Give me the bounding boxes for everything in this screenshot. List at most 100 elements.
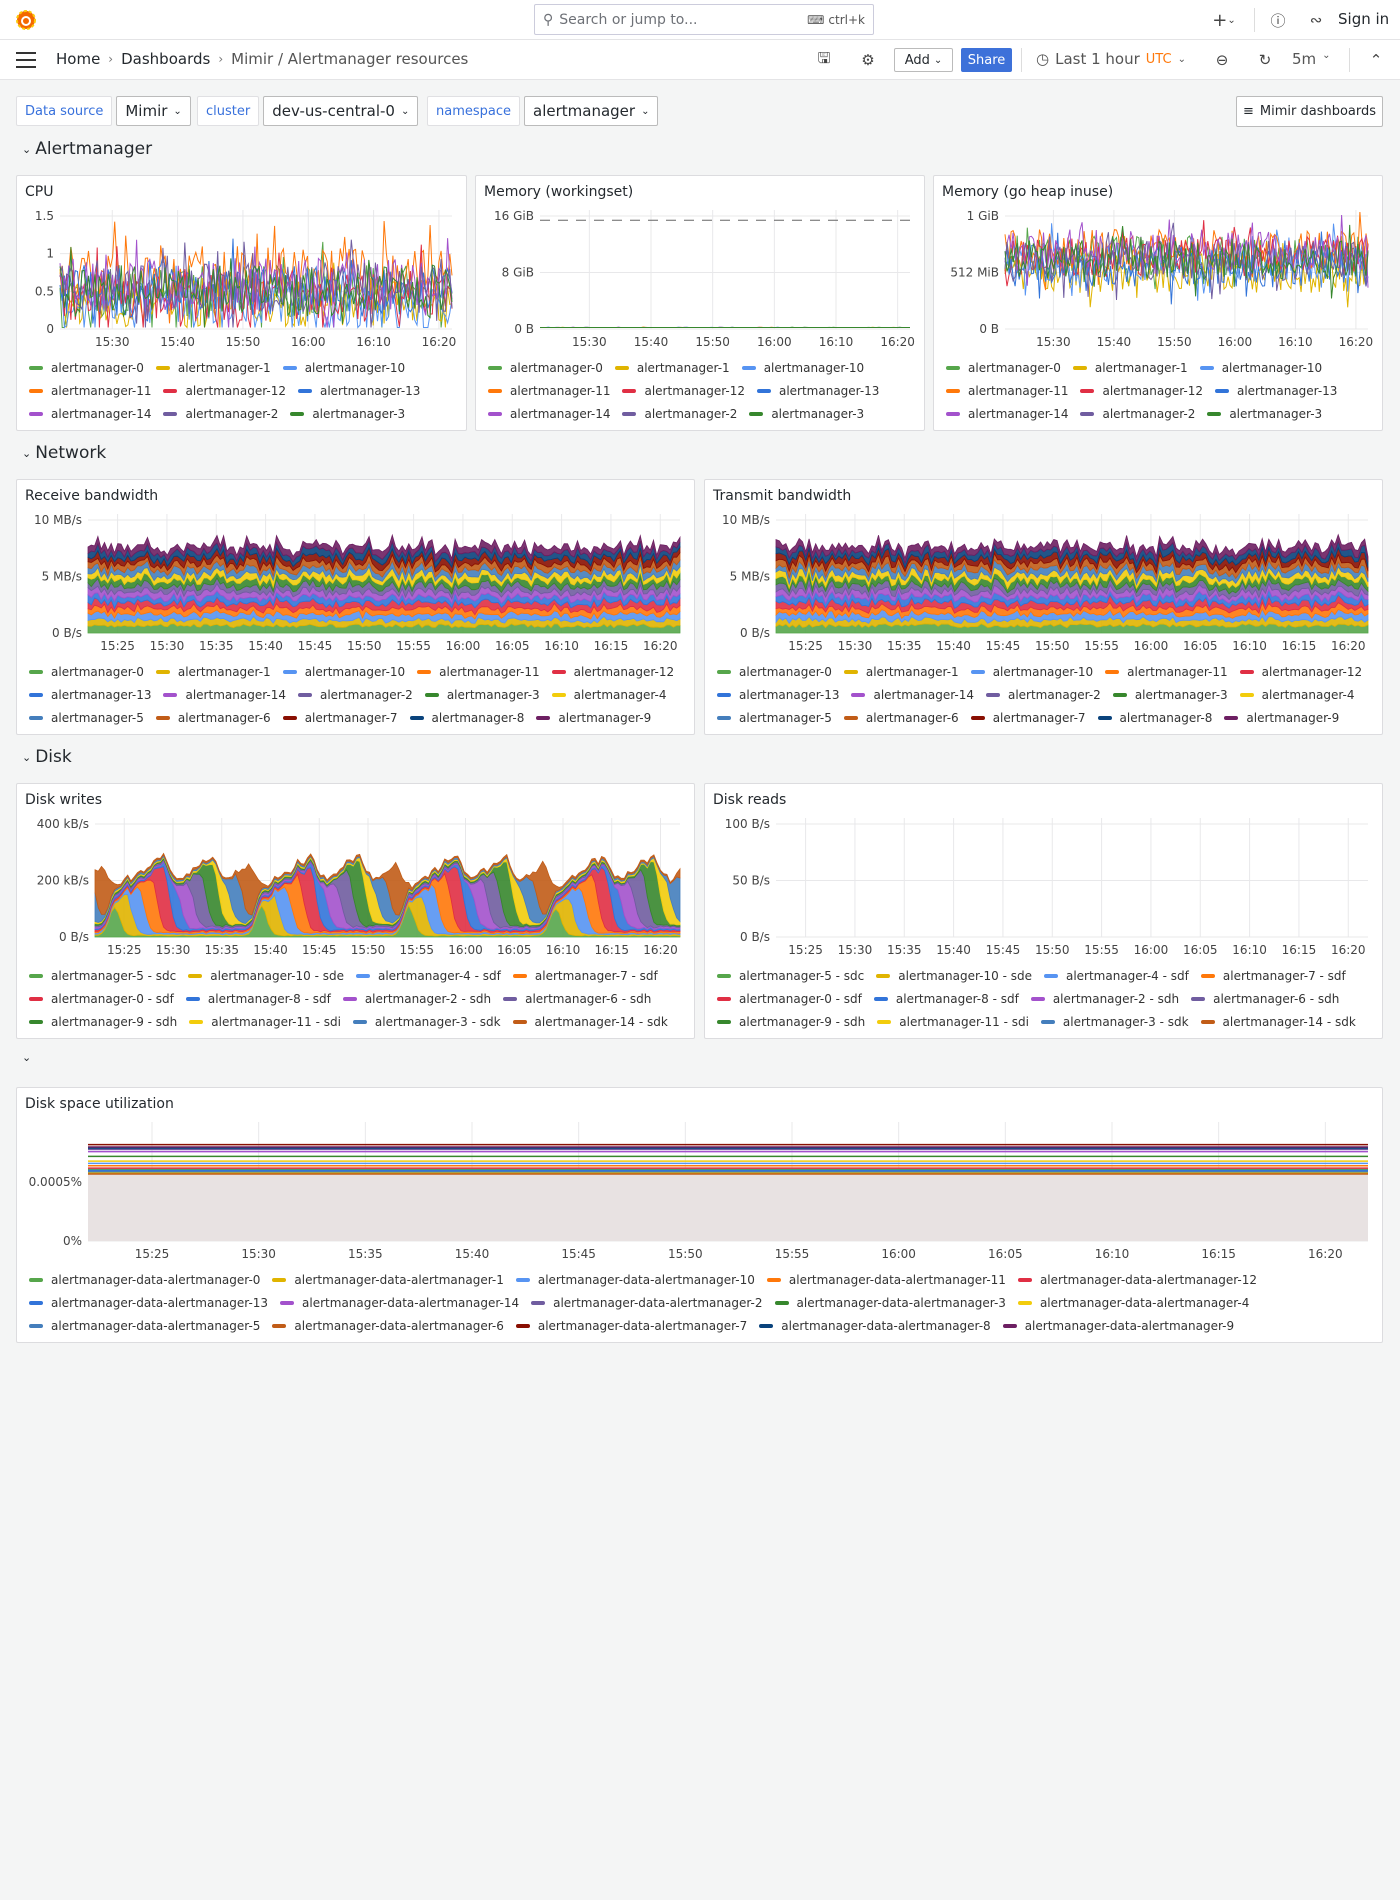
legend-item[interactable]: alertmanager-11 - sdi bbox=[189, 1014, 341, 1030]
legend-item[interactable]: alertmanager-12 bbox=[622, 383, 745, 399]
legend-item[interactable]: alertmanager-2 bbox=[297, 687, 413, 703]
panel-disk-reads[interactable]: Disk reads 100 B/s 50 B/s 0 B/s 15:25 15:30 15… bbox=[704, 783, 1383, 1039]
legend-item[interactable]: alertmanager-10 - sde bbox=[876, 968, 1032, 984]
legend-item[interactable]: alertmanager-13 bbox=[1214, 383, 1337, 399]
mimir-dashboards-link[interactable]: ≡ Mimir dashboards bbox=[1236, 96, 1383, 127]
legend-item[interactable]: alertmanager-14 bbox=[488, 406, 610, 422]
legend-item[interactable]: alertmanager-13 bbox=[29, 687, 151, 703]
panel-disk-writes[interactable]: Disk writes 400 kB/s 200 kB/s 0 B/s 15:25 15:… bbox=[16, 783, 695, 1039]
cluster-select[interactable]: dev-us-central-0 ⌄ bbox=[263, 96, 419, 126]
legend-item[interactable]: alertmanager-data-alertmanager-5 bbox=[29, 1318, 260, 1334]
legend-item[interactable]: alertmanager-7 bbox=[970, 710, 1086, 726]
legend-item[interactable]: alertmanager-2 bbox=[622, 406, 737, 422]
breadcrumb-dashboards[interactable]: Dashboards bbox=[121, 50, 211, 68]
legend-item[interactable]: alertmanager-2 bbox=[985, 687, 1101, 703]
grafana-logo[interactable] bbox=[14, 8, 38, 32]
legend-item[interactable]: alertmanager-data-alertmanager-11 bbox=[766, 1272, 1006, 1288]
legend-item[interactable]: alertmanager-4 bbox=[551, 687, 667, 703]
legend-item[interactable]: alertmanager-3 bbox=[749, 406, 864, 422]
chart-plot[interactable]: 1 GiB 512 MiB 0 B 15:30 15:40 15:50 16:00 16:10… bbox=[934, 206, 1382, 353]
zoom-out-icon[interactable]: ⊖ bbox=[1215, 51, 1229, 69]
refresh-interval-picker[interactable]: 5m ⌄ bbox=[1292, 50, 1331, 68]
legend-item[interactable]: alertmanager-4 - sdf bbox=[1043, 968, 1189, 984]
legend-item[interactable]: alertmanager-data-alertmanager-13 bbox=[29, 1295, 268, 1311]
row-untitled[interactable]: ⌄ bbox=[22, 1051, 35, 1064]
legend-item[interactable]: alertmanager-5 bbox=[29, 710, 144, 726]
legend-item[interactable]: alertmanager-2 bbox=[163, 406, 278, 422]
chart-plot[interactable]: 1.5 1 0.5 0 15:30 15:40 15:50 16:00 16:10 16:20 bbox=[17, 206, 466, 353]
legend-item[interactable]: alertmanager-data-alertmanager-0 bbox=[29, 1272, 260, 1288]
legend-item[interactable]: alertmanager-14 bbox=[946, 406, 1068, 422]
legend-item[interactable]: alertmanager-0 bbox=[29, 664, 144, 680]
row-network[interactable]: ⌄ Network bbox=[22, 443, 107, 463]
legend-item[interactable]: alertmanager-2 - sdh bbox=[1030, 991, 1179, 1007]
new-menu-button[interactable]: + ⌄ bbox=[1206, 8, 1242, 32]
chart-plot[interactable]: 100 B/s 50 B/s 0 B/s 15:25 15:30 15:35 15:40 15… bbox=[705, 814, 1382, 961]
legend-item[interactable]: alertmanager-8 bbox=[1097, 710, 1212, 726]
legend-item[interactable]: alertmanager-data-alertmanager-8 bbox=[759, 1318, 991, 1334]
legend-item[interactable]: alertmanager-13 bbox=[297, 383, 420, 399]
legend-item[interactable]: alertmanager-1 bbox=[155, 360, 271, 376]
legend-item[interactable]: alertmanager-data-alertmanager-6 bbox=[272, 1318, 504, 1334]
legend-item[interactable]: alertmanager-3 - sdk bbox=[1040, 1014, 1189, 1030]
legend-item[interactable]: alertmanager-5 - sdc bbox=[717, 968, 864, 984]
legend-item[interactable]: alertmanager-0 - sdf bbox=[29, 991, 174, 1007]
legend-item[interactable]: alertmanager-0 - sdf bbox=[717, 991, 862, 1007]
legend-item[interactable]: alertmanager-11 bbox=[946, 383, 1068, 399]
help-icon[interactable]: ⓘ bbox=[1270, 11, 1286, 30]
add-button[interactable]: Add ⌄ bbox=[894, 48, 953, 72]
search-input[interactable]: ⚲ Search or jump to... ⌨ ctrl+k bbox=[534, 4, 874, 35]
legend-item[interactable]: alertmanager-9 - sdh bbox=[717, 1014, 865, 1030]
legend-item[interactable]: alertmanager-9 - sdh bbox=[29, 1014, 177, 1030]
panel-disk-space-utilization[interactable]: Disk space utilization 0.0005% 0% 15:25 15:3… bbox=[16, 1087, 1383, 1343]
legend-item[interactable]: alertmanager-6 bbox=[155, 710, 271, 726]
legend-item[interactable]: alertmanager-11 bbox=[29, 383, 151, 399]
legend-item[interactable]: alertmanager-13 bbox=[717, 687, 839, 703]
legend-item[interactable]: alertmanager-10 bbox=[1199, 360, 1322, 376]
legend-item[interactable]: alertmanager-data-alertmanager-1 bbox=[272, 1272, 504, 1288]
time-range-picker[interactable]: ◷ Last 1 hour UTC ⌄ bbox=[1036, 50, 1186, 68]
legend-item[interactable]: alertmanager-data-alertmanager-9 bbox=[1002, 1318, 1234, 1334]
save-icon[interactable]: 🖫 bbox=[817, 48, 831, 67]
legend-item[interactable]: alertmanager-12 bbox=[1239, 664, 1362, 680]
panel-receive-bandwidth[interactable]: Receive bandwidth 10 MB/s 5 MB/s 0 B/s 15:25… bbox=[16, 479, 695, 735]
menu-toggle-icon[interactable] bbox=[16, 52, 36, 68]
chart-plot[interactable]: 10 MB/s 5 MB/s 0 B/s 15:25 15:30 15:35 15:40 15… bbox=[17, 510, 694, 657]
legend-item[interactable]: alertmanager-14 - sdk bbox=[512, 1014, 668, 1030]
legend-item[interactable]: alertmanager-10 bbox=[282, 360, 405, 376]
legend-item[interactable]: alertmanager-10 - sde bbox=[188, 968, 344, 984]
legend-item[interactable]: alertmanager-10 bbox=[970, 664, 1093, 680]
legend-item[interactable]: alertmanager-9 bbox=[1224, 710, 1339, 726]
settings-gear-icon[interactable]: ⚙ bbox=[861, 51, 875, 69]
panel-memory-go-heap[interactable]: Memory (go heap inuse) 1 GiB 512 MiB 0 B 15:… bbox=[933, 175, 1383, 431]
legend-item[interactable]: alertmanager-7 - sdf bbox=[512, 968, 658, 984]
legend-item[interactable]: alertmanager-14 bbox=[29, 406, 151, 422]
refresh-icon[interactable]: ↻ bbox=[1258, 51, 1272, 69]
legend-item[interactable]: alertmanager-3 bbox=[1112, 687, 1228, 703]
legend-item[interactable]: alertmanager-0 bbox=[488, 360, 603, 376]
rss-icon[interactable]: ∾ bbox=[1309, 11, 1323, 29]
legend-item[interactable]: alertmanager-8 - sdf bbox=[185, 991, 331, 1007]
legend-item[interactable]: alertmanager-10 bbox=[282, 664, 405, 680]
panel-transmit-bandwidth[interactable]: Transmit bandwidth 10 MB/s 5 MB/s 0 B/s 15:2… bbox=[704, 479, 1383, 735]
legend-item[interactable]: alertmanager-4 - sdf bbox=[355, 968, 501, 984]
legend-item[interactable]: alertmanager-14 - sdk bbox=[1200, 1014, 1356, 1030]
legend-item[interactable]: alertmanager-14 bbox=[163, 687, 286, 703]
legend-item[interactable]: alertmanager-6 bbox=[843, 710, 959, 726]
legend-item[interactable]: alertmanager-12 bbox=[551, 664, 674, 680]
sign-in-link[interactable]: Sign in bbox=[1338, 10, 1390, 28]
row-alertmanager[interactable]: ⌄ Alertmanager bbox=[22, 139, 153, 159]
legend-item[interactable]: alertmanager-8 bbox=[409, 710, 524, 726]
legend-item[interactable]: alertmanager-12 bbox=[163, 383, 286, 399]
legend-item[interactable]: alertmanager-10 bbox=[741, 360, 864, 376]
legend-item[interactable]: alertmanager-11 bbox=[488, 383, 610, 399]
legend-item[interactable]: alertmanager-1 bbox=[614, 360, 730, 376]
legend-item[interactable]: alertmanager-12 bbox=[1080, 383, 1203, 399]
legend-item[interactable]: alertmanager-7 bbox=[282, 710, 398, 726]
legend-item[interactable]: alertmanager-5 bbox=[717, 710, 832, 726]
legend-item[interactable]: alertmanager-0 bbox=[946, 360, 1061, 376]
panel-memory-workingset[interactable]: Memory (workingset) 16 GiB 8 GiB 0 B 15:30 15… bbox=[475, 175, 925, 431]
legend-item[interactable]: alertmanager-2 bbox=[1080, 406, 1195, 422]
chart-plot[interactable]: 10 MB/s 5 MB/s 0 B/s 15:25 15:30 15:35 15:40 15… bbox=[705, 510, 1382, 657]
legend-item[interactable]: alertmanager-6 - sdh bbox=[1191, 991, 1339, 1007]
